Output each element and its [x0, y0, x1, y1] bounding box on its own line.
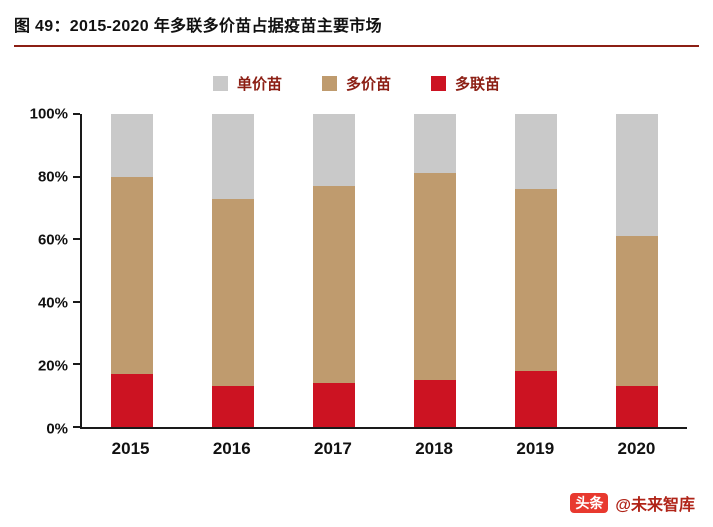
x-axis-labels: 2015 2016 2017 2018 2019 2020: [80, 439, 699, 459]
bar-segment-单价苗: [111, 114, 154, 177]
x-tick-label: 2018: [415, 439, 454, 458]
bar-segment-多联苗: [413, 380, 456, 427]
bar-segment-多联苗: [212, 386, 255, 427]
bar-segment-多价苗: [212, 198, 255, 387]
bar-segment-多价苗: [615, 236, 658, 387]
chart-legend: 单价苗 多价苗 多联苗: [14, 73, 699, 94]
legend-item: 单价苗: [212, 73, 282, 94]
watermark: 头条 @未来智库: [570, 491, 695, 515]
legend-swatch: [321, 76, 337, 91]
bar-slot-2019: [485, 114, 586, 427]
bar-slot-2020: [586, 114, 687, 427]
bar-segment-多联苗: [514, 370, 557, 427]
plot-area: [73, 113, 687, 429]
bar-slot-2018: [384, 114, 485, 427]
y-tick-label: 40%: [37, 294, 68, 312]
y-tick-mark: [73, 113, 80, 115]
x-tick-label: 2015: [111, 439, 150, 458]
bar-slot-2016: [183, 114, 284, 427]
bar-segment-多联苗: [615, 386, 658, 427]
title-divider: [14, 45, 699, 47]
y-tick-label: 80%: [37, 168, 68, 186]
bar-segment-单价苗: [514, 114, 557, 190]
legend-swatch: [212, 76, 228, 91]
y-tick-mark: [73, 238, 80, 241]
legend-item: 多联苗: [431, 73, 500, 94]
x-tick-label: 2020: [617, 439, 656, 458]
x-tick-label: 2017: [314, 439, 352, 458]
stacked-bar-2018: [413, 114, 456, 427]
legend-swatch: [431, 76, 446, 91]
bar-segment-多联苗: [313, 383, 356, 427]
x-tick-label: 2016: [212, 439, 251, 458]
bar-slot-2015: [82, 114, 183, 427]
y-tick-mark: [73, 175, 80, 178]
legend-label: 单价苗: [236, 76, 282, 93]
stacked-bar-chart: 100% 80% 60% 40% 20% 0%: [14, 106, 699, 438]
y-tick-label: 0%: [46, 420, 68, 438]
bar-segment-多联苗: [111, 373, 154, 427]
y-axis: 100% 80% 60% 40% 20% 0%: [14, 106, 80, 438]
watermark-handle: @未来智库: [615, 497, 695, 514]
y-tick-mark: [73, 300, 80, 303]
stacked-bar-2019: [514, 114, 557, 427]
x-tick-label: 2019: [516, 439, 555, 458]
y-tick-label: 20%: [37, 357, 68, 375]
y-tick-label: 100%: [29, 105, 68, 123]
stacked-bar-2017: [313, 114, 356, 427]
bar-slot-2017: [284, 114, 385, 427]
bar-segment-单价苗: [413, 114, 456, 174]
stacked-bar-2016: [212, 114, 255, 427]
bar-segment-多价苗: [413, 173, 456, 381]
bar-segment-单价苗: [212, 114, 255, 199]
bar-segment-单价苗: [313, 114, 356, 186]
chart-title: 图 49：2015-2020 年多联多价苗占据疫苗主要市场: [14, 18, 382, 35]
bar-segment-多价苗: [111, 176, 154, 374]
bar-segment-多价苗: [313, 186, 356, 384]
legend-label: 多价苗: [345, 76, 391, 93]
y-tick-mark: [73, 363, 80, 366]
bar-segment-多价苗: [514, 189, 557, 371]
stacked-bar-2015: [111, 114, 154, 427]
y-tick-mark: [73, 426, 80, 428]
legend-item: 多价苗: [321, 73, 391, 94]
toutiao-badge: 头条: [570, 492, 609, 514]
legend-label: 多联苗: [455, 76, 501, 93]
stacked-bar-2020: [615, 114, 658, 427]
bar-segment-单价苗: [615, 114, 658, 237]
y-tick-label: 60%: [37, 231, 68, 249]
